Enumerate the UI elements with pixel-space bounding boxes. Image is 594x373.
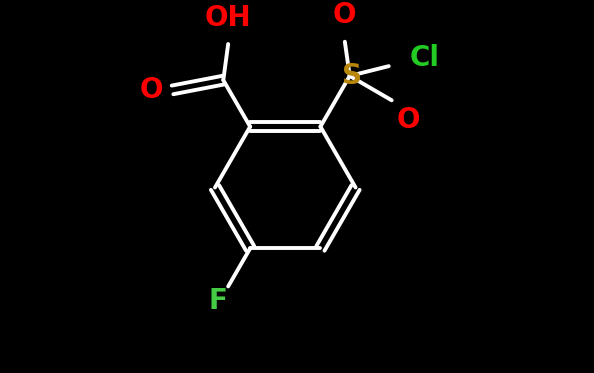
- Text: F: F: [209, 287, 228, 315]
- Text: S: S: [342, 62, 362, 90]
- Text: O: O: [333, 1, 356, 29]
- Text: Cl: Cl: [410, 44, 440, 72]
- Text: OH: OH: [205, 4, 251, 32]
- Text: O: O: [397, 106, 420, 134]
- Text: O: O: [140, 76, 163, 104]
